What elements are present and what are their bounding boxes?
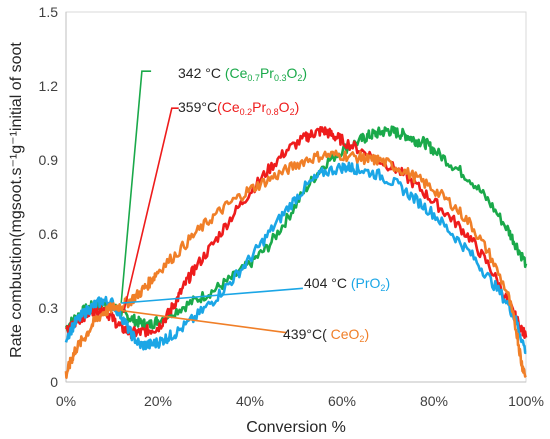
- y-tick-label: 1.5: [39, 4, 59, 20]
- y-tick-label: 0: [50, 374, 58, 390]
- y-tick-label: 0.3: [39, 300, 59, 316]
- series-line-s_ceo2: [64, 149, 528, 379]
- annotation-leader-line: [120, 70, 152, 304]
- x-tick-label: 0%: [56, 393, 76, 409]
- tick-label-layer: 0% 20% 40% 60% 80% 100% 0 0.3 0.6 0.9 1.2 1.5: [39, 4, 544, 409]
- annotation-label: 439°C( CeO2): [283, 326, 369, 344]
- annotation-label: 359°C(Ce0.2Pr0.8O2): [178, 99, 299, 117]
- y-tick-label: 1.2: [39, 78, 59, 94]
- annotation-leader-line: [121, 287, 303, 304]
- x-axis-title: Conversion %: [246, 419, 346, 436]
- annotation-leader-line: [122, 107, 179, 314]
- x-tick-label: 60%: [328, 393, 356, 409]
- annotation-label: 342 °C (Ce0.7Pr0.3O2): [178, 65, 307, 83]
- annotation-label: 404 °C (PrO2): [304, 275, 390, 293]
- series-layer: [64, 125, 528, 379]
- y-tick-label: 0.9: [39, 152, 59, 168]
- x-tick-label: 100%: [508, 393, 544, 409]
- x-tick-label: 80%: [420, 393, 448, 409]
- y-axis-title: Rate combustion(mgsoot.s⁻¹g⁻¹initial of …: [8, 42, 25, 358]
- annotation-layer: 342 °C (Ce0.7Pr0.3O2) 359°C(Ce0.2Pr0.8O2)…: [120, 65, 390, 344]
- y-tick-label: 0.6: [39, 226, 59, 242]
- plot-area: [65, 11, 527, 383]
- x-tick-label: 20%: [144, 393, 172, 409]
- x-tick-label: 40%: [236, 393, 264, 409]
- series-line-s_ce02: [64, 126, 528, 340]
- series-line-s_pr: [64, 161, 527, 355]
- annotation-leader-line: [121, 309, 287, 334]
